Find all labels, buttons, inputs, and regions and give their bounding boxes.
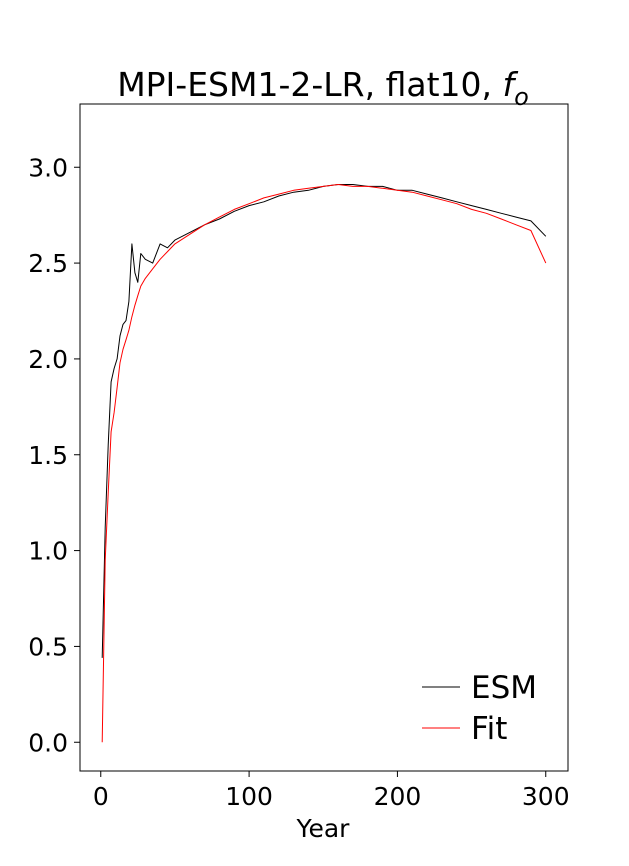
plot-frame bbox=[79, 103, 569, 772]
series-line-fit bbox=[101, 184, 547, 743]
x-axis: 0 100 200 300 bbox=[93, 771, 570, 811]
x-tick-label: 0 bbox=[93, 782, 109, 811]
chart-title-subscript: o bbox=[514, 83, 529, 111]
chart-title-text: MPI-ESM1-2-LR, flat10, bbox=[117, 65, 502, 104]
series-line-esm bbox=[101, 184, 547, 658]
y-tick-label: 1.5 bbox=[28, 441, 68, 470]
x-tick-label: 100 bbox=[225, 782, 273, 811]
y-tick-label: 1.0 bbox=[28, 537, 68, 566]
y-tick-label: 3.0 bbox=[28, 153, 68, 182]
legend-label-esm: ESM bbox=[471, 670, 537, 706]
legend: ESM Fit bbox=[422, 670, 537, 747]
chart-title: MPI-ESM1-2-LR, flat10, fo bbox=[117, 65, 529, 111]
x-tick-label: 200 bbox=[374, 782, 422, 811]
plot-lines bbox=[101, 184, 547, 743]
y-axis: 0.0 0.5 1.0 1.5 2.0 2.5 3.0 bbox=[28, 153, 80, 757]
x-axis-title: Year bbox=[296, 814, 351, 843]
y-tick-label: 0.5 bbox=[28, 632, 68, 661]
x-tick-label: 300 bbox=[522, 782, 570, 811]
y-tick-label: 2.5 bbox=[28, 249, 68, 278]
legend-label-fit: Fit bbox=[471, 711, 507, 747]
y-tick-label: 2.0 bbox=[28, 345, 68, 374]
y-tick-label: 0.0 bbox=[28, 728, 68, 757]
